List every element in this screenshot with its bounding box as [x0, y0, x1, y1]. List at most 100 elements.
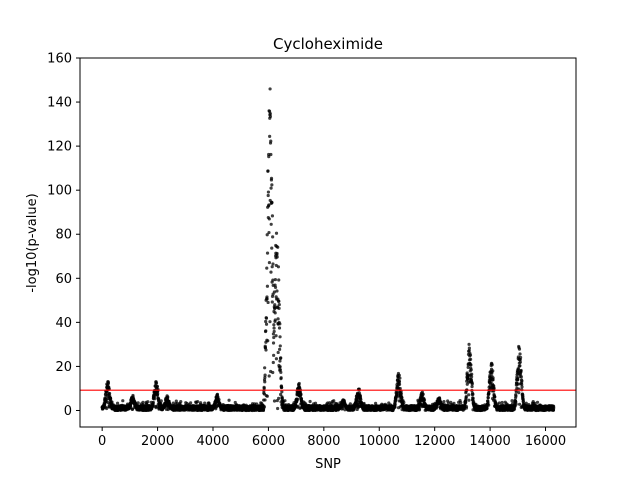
data-point — [272, 329, 276, 334]
data-point — [269, 270, 273, 274]
data-point — [471, 392, 475, 396]
data-point — [467, 398, 471, 402]
data-point — [276, 245, 280, 249]
data-point — [278, 368, 282, 372]
data-point — [421, 392, 425, 396]
data-point — [264, 319, 268, 324]
data-point — [398, 376, 402, 380]
data-point — [516, 376, 520, 380]
data-point — [268, 134, 272, 138]
data-point — [467, 393, 471, 397]
data-point — [269, 186, 273, 190]
x-tick-label: 8000 — [307, 434, 340, 449]
data-point — [130, 407, 135, 411]
data-point — [446, 401, 450, 405]
data-point — [159, 399, 163, 403]
data-point — [265, 251, 270, 255]
data-point — [255, 402, 259, 406]
data-point — [519, 375, 523, 379]
data-point — [470, 384, 474, 389]
data-point — [121, 399, 125, 403]
data-point — [207, 401, 211, 406]
data-point — [277, 326, 282, 330]
x-tick-label: 4000 — [196, 434, 229, 449]
data-point — [278, 344, 282, 348]
data-point — [266, 339, 270, 343]
data-point — [265, 284, 270, 288]
data-point — [264, 316, 269, 320]
data-point — [272, 353, 276, 357]
data-point — [266, 169, 270, 173]
data-point — [468, 353, 473, 357]
data-point — [490, 363, 494, 367]
data-point — [270, 265, 274, 269]
data-point — [271, 235, 275, 239]
data-point — [276, 317, 280, 321]
data-point — [497, 401, 502, 405]
data-point — [110, 400, 114, 404]
data-point — [189, 401, 193, 405]
data-point — [272, 326, 276, 330]
data-point — [272, 399, 277, 403]
data-point — [262, 386, 266, 390]
x-tick-label: 2000 — [141, 434, 174, 449]
data-point — [518, 360, 522, 364]
data-point — [278, 335, 282, 339]
data-point — [268, 114, 273, 119]
data-point — [459, 401, 463, 405]
data-point — [279, 376, 283, 380]
data-point — [510, 399, 514, 403]
data-point — [520, 382, 524, 386]
data-point — [270, 300, 274, 304]
data-point — [452, 401, 456, 405]
data-point — [263, 375, 267, 380]
data-point — [141, 400, 145, 404]
y-tick-label: 60 — [55, 272, 72, 287]
data-point — [264, 348, 268, 352]
data-point — [308, 399, 312, 404]
data-point — [268, 320, 272, 324]
data-point — [267, 217, 271, 221]
y-tick-label: 160 — [47, 52, 72, 67]
data-point — [517, 391, 521, 395]
data-point — [486, 400, 490, 405]
data-point — [466, 365, 470, 369]
data-point — [273, 311, 277, 315]
data-point — [465, 371, 469, 375]
data-point — [279, 370, 283, 374]
data-point — [274, 231, 279, 235]
data-point — [107, 386, 111, 391]
data-point — [467, 342, 471, 346]
data-point — [402, 400, 406, 405]
data-point — [491, 369, 495, 373]
data-point — [299, 392, 303, 397]
data-point — [267, 260, 272, 265]
data-point — [524, 401, 528, 405]
x-tick-label: 14000 — [469, 434, 510, 449]
data-point — [265, 297, 269, 301]
data-point — [268, 87, 272, 91]
data-point — [270, 246, 274, 250]
data-point — [266, 193, 270, 198]
data-point — [268, 111, 272, 116]
data-point — [359, 397, 363, 402]
data-point — [156, 392, 160, 396]
data-point — [270, 183, 274, 187]
data-point — [271, 278, 275, 282]
data-point — [271, 360, 275, 365]
data-point — [471, 396, 475, 400]
data-point — [313, 401, 318, 405]
data-point — [266, 190, 271, 194]
data-point — [469, 368, 473, 372]
data-point — [278, 347, 282, 351]
data-point — [514, 394, 518, 398]
data-point — [296, 404, 300, 408]
data-point — [179, 400, 183, 404]
data-point — [262, 405, 266, 409]
data-point — [270, 200, 274, 205]
data-point — [273, 303, 277, 307]
data-point — [470, 372, 474, 376]
data-point — [521, 395, 525, 399]
data-point — [517, 347, 522, 351]
data-point — [195, 400, 200, 404]
